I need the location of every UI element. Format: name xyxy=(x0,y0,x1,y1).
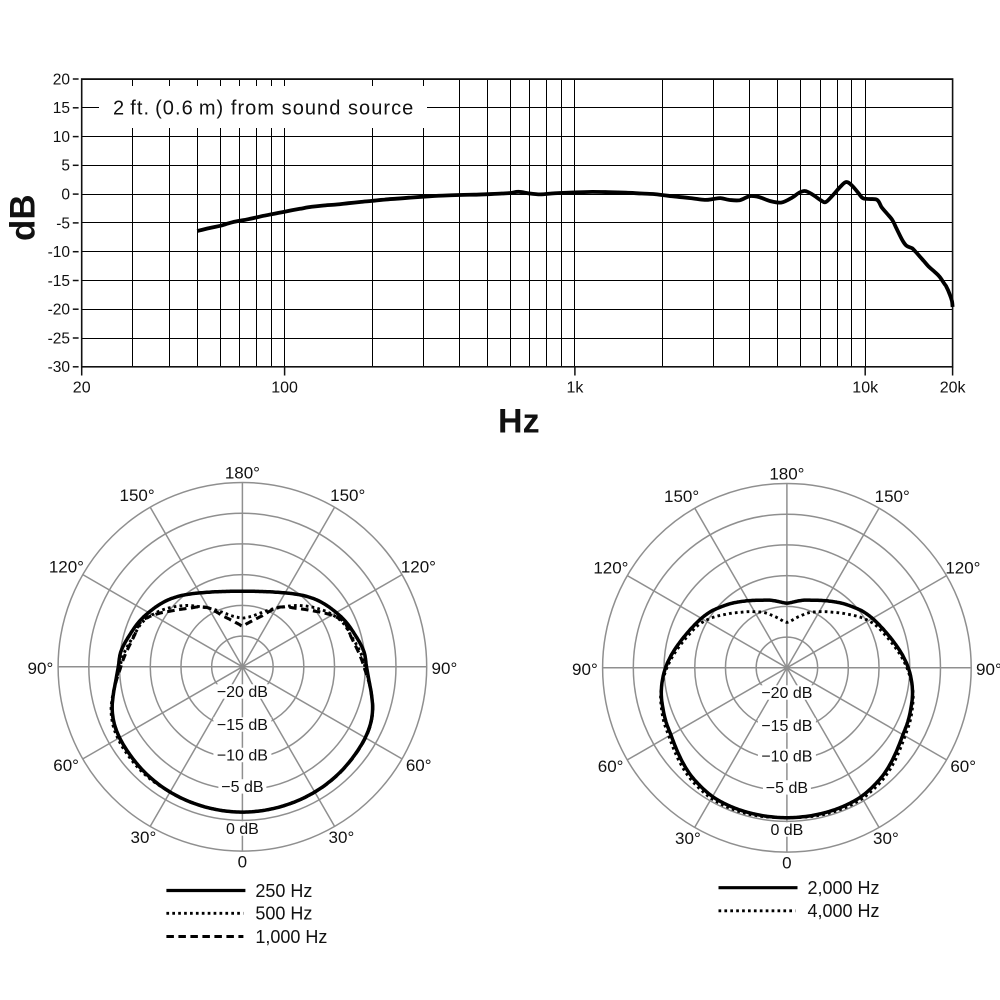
svg-text:500 Hz: 500 Hz xyxy=(255,904,312,924)
svg-text:−20 dB: −20 dB xyxy=(217,684,268,701)
svg-text:60°: 60° xyxy=(406,756,432,775)
svg-text:−10 dB: −10 dB xyxy=(217,748,268,765)
svg-text:15: 15 xyxy=(53,100,70,117)
svg-text:120°: 120° xyxy=(401,557,436,576)
svg-text:2,000 Hz: 2,000 Hz xyxy=(808,878,880,898)
svg-text:1k: 1k xyxy=(566,379,584,396)
svg-text:150°: 150° xyxy=(664,487,699,506)
svg-text:-25: -25 xyxy=(48,330,70,347)
svg-text:30°: 30° xyxy=(131,828,157,847)
svg-text:0: 0 xyxy=(61,187,70,204)
svg-text:-30: -30 xyxy=(48,359,71,376)
svg-text:-10: -10 xyxy=(48,244,71,261)
svg-text:20k: 20k xyxy=(940,379,967,396)
svg-text:-20: -20 xyxy=(48,302,71,319)
svg-text:60°: 60° xyxy=(53,756,79,775)
svg-text:−20 dB: −20 dB xyxy=(761,685,812,702)
svg-text:120°: 120° xyxy=(49,557,84,576)
svg-text:10k: 10k xyxy=(852,379,879,396)
svg-text:0 dB: 0 dB xyxy=(226,821,259,838)
svg-text:180°: 180° xyxy=(225,463,260,482)
svg-text:150°: 150° xyxy=(120,486,155,505)
svg-text:20: 20 xyxy=(53,71,71,88)
svg-text:−15 dB: −15 dB xyxy=(217,717,268,734)
svg-text:−5 dB: −5 dB xyxy=(766,780,808,797)
svg-text:60°: 60° xyxy=(950,757,976,776)
svg-text:−5 dB: −5 dB xyxy=(221,779,263,796)
svg-text:0: 0 xyxy=(238,852,247,871)
svg-text:100: 100 xyxy=(271,379,298,396)
svg-text:20: 20 xyxy=(73,379,91,396)
svg-text:10: 10 xyxy=(53,129,71,146)
svg-text:0: 0 xyxy=(782,853,791,872)
svg-text:30°: 30° xyxy=(675,829,701,848)
svg-text:-5: -5 xyxy=(56,215,70,232)
svg-text:150°: 150° xyxy=(330,486,365,505)
svg-text:0 dB: 0 dB xyxy=(770,822,803,839)
svg-text:Hz: Hz xyxy=(498,403,540,441)
svg-text:90°: 90° xyxy=(28,659,54,678)
svg-text:90°: 90° xyxy=(432,659,458,678)
svg-text:30°: 30° xyxy=(329,828,355,847)
svg-text:4,000 Hz: 4,000 Hz xyxy=(808,901,880,921)
svg-text:dB: dB xyxy=(4,194,43,241)
svg-text:90°: 90° xyxy=(976,660,1000,679)
svg-text:30°: 30° xyxy=(873,829,899,848)
svg-text:-15: -15 xyxy=(48,273,70,290)
svg-text:2 ft. (0.6 m) from sound sourc: 2 ft. (0.6 m) from sound source xyxy=(113,98,414,120)
svg-text:60°: 60° xyxy=(598,757,624,776)
svg-text:150°: 150° xyxy=(875,487,910,506)
svg-text:−15 dB: −15 dB xyxy=(761,718,812,735)
svg-text:120°: 120° xyxy=(945,558,980,577)
svg-text:−10 dB: −10 dB xyxy=(761,749,812,766)
svg-text:120°: 120° xyxy=(593,558,628,577)
svg-text:5: 5 xyxy=(61,158,70,175)
svg-text:1,000 Hz: 1,000 Hz xyxy=(255,927,327,947)
svg-text:250 Hz: 250 Hz xyxy=(255,881,312,901)
svg-text:90°: 90° xyxy=(572,660,598,679)
svg-text:180°: 180° xyxy=(769,464,804,483)
